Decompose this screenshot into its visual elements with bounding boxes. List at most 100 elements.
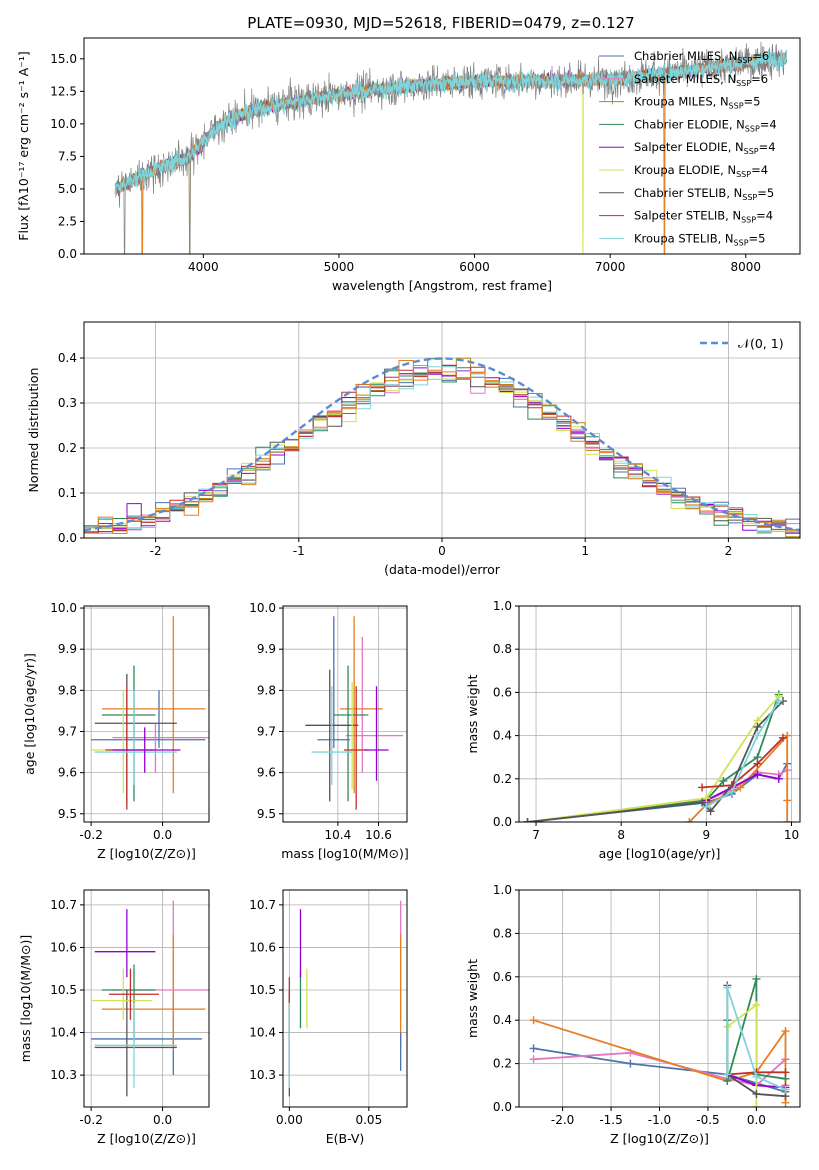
y-axis-label: mass weight [465, 674, 480, 753]
y-axis-label: mass [log10(M/M⊙)] [18, 935, 33, 1063]
x-axis-label: mass [log10(M/M⊙)] [281, 846, 409, 861]
x-axis-label: wavelength [Angstrom, rest frame] [332, 278, 552, 293]
plot-area-weight_vs_Z [529, 974, 790, 1107]
weight-marker [783, 796, 792, 805]
y-tick-label: 0.0 [58, 247, 77, 261]
legend: Chabrier MILES, NSSP=6 Salpeter MILES, NS… [599, 49, 777, 247]
x-tick-label: -2 [150, 544, 162, 558]
x-tick-label: -0.5 [696, 1113, 719, 1127]
weight-marker [685, 818, 694, 822]
x-tick-label: 0.05 [355, 1113, 382, 1127]
weight-marker [529, 1016, 538, 1025]
y-tick-label: 0.6 [493, 685, 512, 699]
x-axis-label: E(B-V) [326, 1131, 365, 1146]
x-tick-label: 0.00 [276, 1113, 303, 1127]
y-tick-label: 2.5 [58, 214, 77, 228]
x-tick-label: 0.0 [153, 828, 172, 842]
weight-marker [781, 1068, 790, 1077]
y-tick-label: 12.5 [50, 84, 77, 98]
weight-marker [753, 722, 762, 731]
y-tick-label: 9.5 [257, 807, 276, 821]
axes-frame [282, 605, 408, 823]
weight-marker [752, 1001, 761, 1010]
legend-label: Salpeter STELIB, NSSP=4 [634, 209, 773, 225]
weight-line [705, 773, 779, 802]
y-tick-label: 10.3 [249, 1068, 276, 1082]
weight-marker [783, 731, 792, 740]
y-axis-label: mass weight [465, 959, 480, 1038]
y-tick-label: 0.0 [493, 1100, 512, 1114]
y-tick-label: 0.8 [493, 642, 512, 656]
legend-label: Kroupa MILES, NSSP=5 [634, 95, 760, 111]
axes-frame [83, 37, 801, 255]
x-tick-label: 7000 [595, 260, 626, 274]
weight-marker [781, 1085, 790, 1094]
legend-label: Chabrier ELODIE, NSSP=4 [634, 117, 777, 133]
weight-marker [774, 774, 783, 783]
weight-line [702, 737, 784, 789]
y-tick-label: 0.0 [58, 531, 77, 545]
y-tick-label: 0.0 [493, 815, 512, 829]
weight-marker [529, 1055, 538, 1064]
plot-area-weight_vs_age [523, 690, 792, 822]
plots-layer: 4000 5000 6000 7000 80000.02.55.07.510.012.5… [16, 37, 801, 1146]
weight-marker [723, 983, 732, 992]
x-axis-label: age [log10(age/yr)] [599, 846, 721, 861]
x-tick-label: 5000 [324, 260, 355, 274]
y-tick-label: 10.0 [50, 117, 77, 131]
histogram-step [84, 366, 800, 533]
plot-area-age_vs_Z [91, 616, 209, 810]
weight-line [705, 700, 780, 808]
axes-weight_vs_age: 7 8 9 10 0.0 0.2 0.4 0.6 0.8 1.0 age [log10(age/yr… [465, 599, 801, 861]
x-tick-label: -2.0 [551, 1113, 574, 1127]
weight-marker [698, 798, 707, 807]
x-tick-label: 1 [581, 544, 589, 558]
x-tick-label: 0 [438, 544, 446, 558]
weight-marker [752, 1103, 761, 1107]
y-axis-label: age [log10(age/yr)] [22, 653, 37, 775]
x-tick-label: 6000 [459, 260, 490, 274]
x-axis-label: Z [log10(Z/Z⊙)] [610, 1131, 709, 1146]
axes-mass_vs_EBV: 0.00 0.05 10.3 10.4 10.5 10.6 10.7 E(B-V) [249, 889, 408, 1146]
axes-frame [83, 889, 210, 1108]
weight-marker [727, 787, 736, 796]
weight-marker [529, 1044, 538, 1053]
x-tick-label: 8 [617, 828, 625, 842]
y-tick-label: 10.6 [249, 940, 276, 954]
y-tick-label: 10.0 [50, 601, 77, 615]
weight-marker [706, 807, 715, 816]
residuals-legend: 𝒩(0, 1) [700, 336, 784, 351]
weight-marker [783, 818, 792, 822]
x-tick-label: 0.0 [153, 1113, 172, 1127]
legend-label: Kroupa ELODIE, NSSP=4 [634, 163, 768, 179]
x-tick-label: 0.0 [747, 1113, 766, 1127]
y-tick-label: 7.5 [58, 149, 77, 163]
weight-line [726, 987, 786, 1091]
legend-label: Salpeter MILES, NSSP=6 [634, 72, 768, 88]
y-tick-label: 15.0 [50, 52, 77, 66]
plot-area-age_vs_mass [305, 616, 403, 810]
y-tick-label: 0.2 [493, 772, 512, 786]
axes-frame [83, 605, 210, 823]
y-tick-label: 0.4 [493, 729, 512, 743]
y-tick-label: 9.9 [58, 642, 77, 656]
legend-label: Chabrier STELIB, NSSP=5 [634, 186, 774, 202]
axes-residuals: -2 -1 0 1 2 0.0 0.1 0.2 0.3 0.4 (data-model)/error… [26, 321, 801, 577]
y-tick-label: 10.3 [50, 1068, 77, 1082]
x-tick-label: -0.2 [79, 1113, 102, 1127]
weight-marker [752, 1089, 761, 1098]
x-tick-label: 9 [703, 828, 711, 842]
y-tick-label: 10.4 [249, 1026, 276, 1040]
weight-marker [753, 759, 762, 768]
weight-marker [753, 731, 762, 740]
y-tick-label: 0.4 [493, 1013, 512, 1027]
y-tick-label: 9.9 [257, 642, 276, 656]
weight-marker [736, 783, 745, 792]
weight-marker [752, 1072, 761, 1081]
weight-marker [781, 1027, 790, 1036]
y-tick-label: 9.7 [257, 724, 276, 738]
y-tick-label: 9.6 [257, 766, 276, 780]
axes-frame [518, 605, 801, 823]
weight-marker [723, 1070, 732, 1079]
